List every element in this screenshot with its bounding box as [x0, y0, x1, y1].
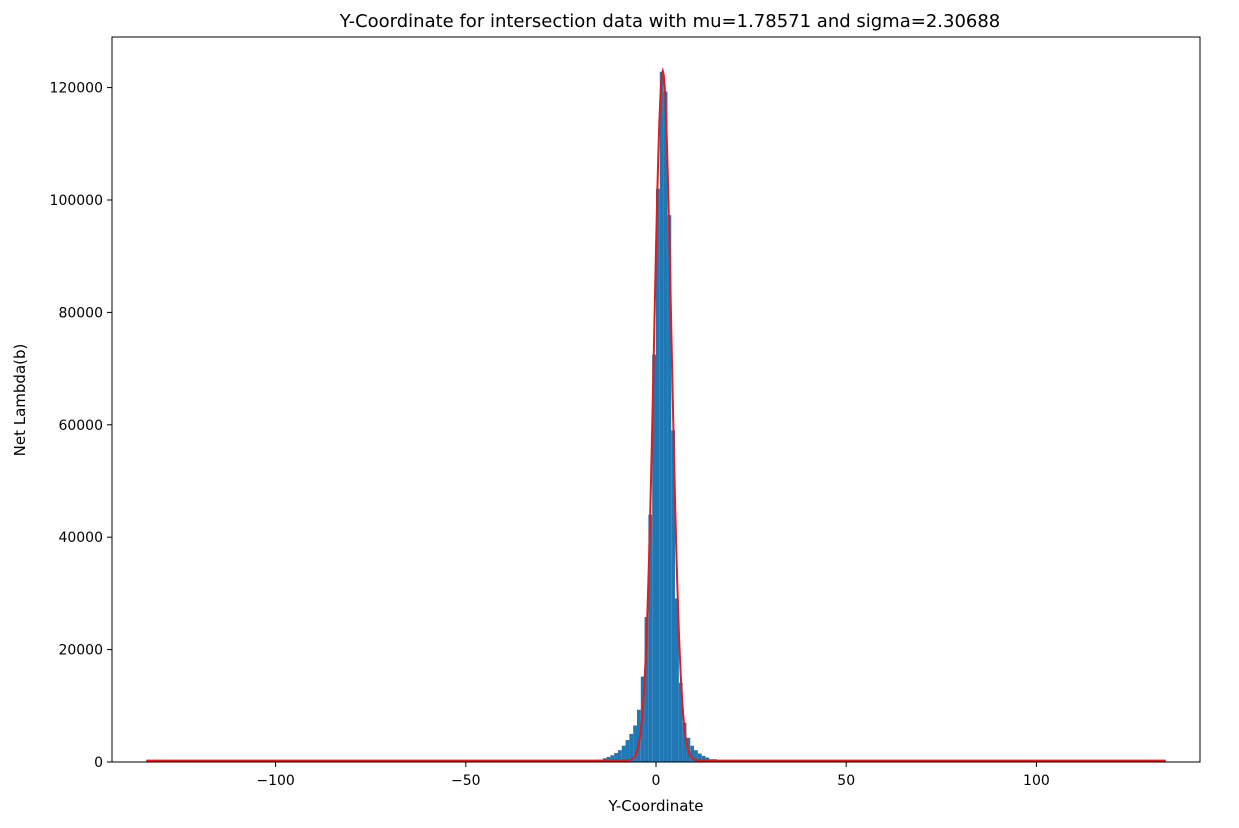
y-tick-label: 120000 — [50, 81, 103, 97]
histogram-bar — [675, 598, 679, 762]
y-tick-label: 80000 — [58, 305, 103, 321]
histogram-bar — [701, 755, 706, 762]
histogram-bar — [697, 753, 702, 762]
x-tick-label: 50 — [837, 773, 855, 789]
gaussian-fit-curve — [146, 67, 1166, 762]
histogram-bar — [678, 682, 683, 762]
histogram-bar — [621, 745, 626, 762]
histogram-bar — [663, 91, 668, 762]
x-tick-label: 100 — [1023, 773, 1050, 789]
histogram-bar — [671, 430, 676, 762]
histogram-bar — [682, 722, 687, 762]
histogram-bar — [690, 745, 695, 762]
x-axis-label: Y-Coordinate — [607, 797, 703, 815]
histogram-bar — [667, 215, 672, 762]
x-axis-ticks: −100 −50 0 50 100 — [256, 762, 1050, 789]
histogram-bars — [579, 71, 740, 762]
y-axis-ticks: 0 20000 40000 60000 80000 100000 120000 — [50, 81, 112, 771]
y-tick-label: 40000 — [58, 530, 103, 546]
histogram-bar — [614, 753, 618, 762]
histogram-bar — [606, 756, 611, 762]
histogram-bar — [648, 514, 653, 762]
histogram-bar — [610, 755, 615, 762]
histogram-bar — [659, 71, 664, 762]
histogram-bar — [617, 750, 622, 762]
x-tick-label: 0 — [652, 773, 661, 789]
chart-title: Y-Coordinate for intersection data with … — [339, 11, 1001, 32]
histogram-bar — [652, 354, 656, 762]
histogram-bar — [656, 188, 660, 762]
x-tick-label: −50 — [451, 773, 481, 789]
y-tick-label: 0 — [94, 755, 103, 771]
histogram-bar — [644, 617, 649, 762]
histogram-bar — [625, 740, 630, 762]
y-tick-label: 60000 — [58, 418, 103, 434]
y-axis-label: Net Lambda(b) — [11, 344, 29, 457]
histogram-bar — [633, 725, 637, 762]
y-tick-label: 20000 — [58, 643, 103, 659]
y-tick-label: 100000 — [50, 193, 103, 209]
histogram-bar — [694, 750, 698, 762]
x-tick-label: −100 — [256, 773, 294, 789]
histogram-bar — [629, 733, 634, 762]
histogram-bar — [636, 709, 641, 762]
